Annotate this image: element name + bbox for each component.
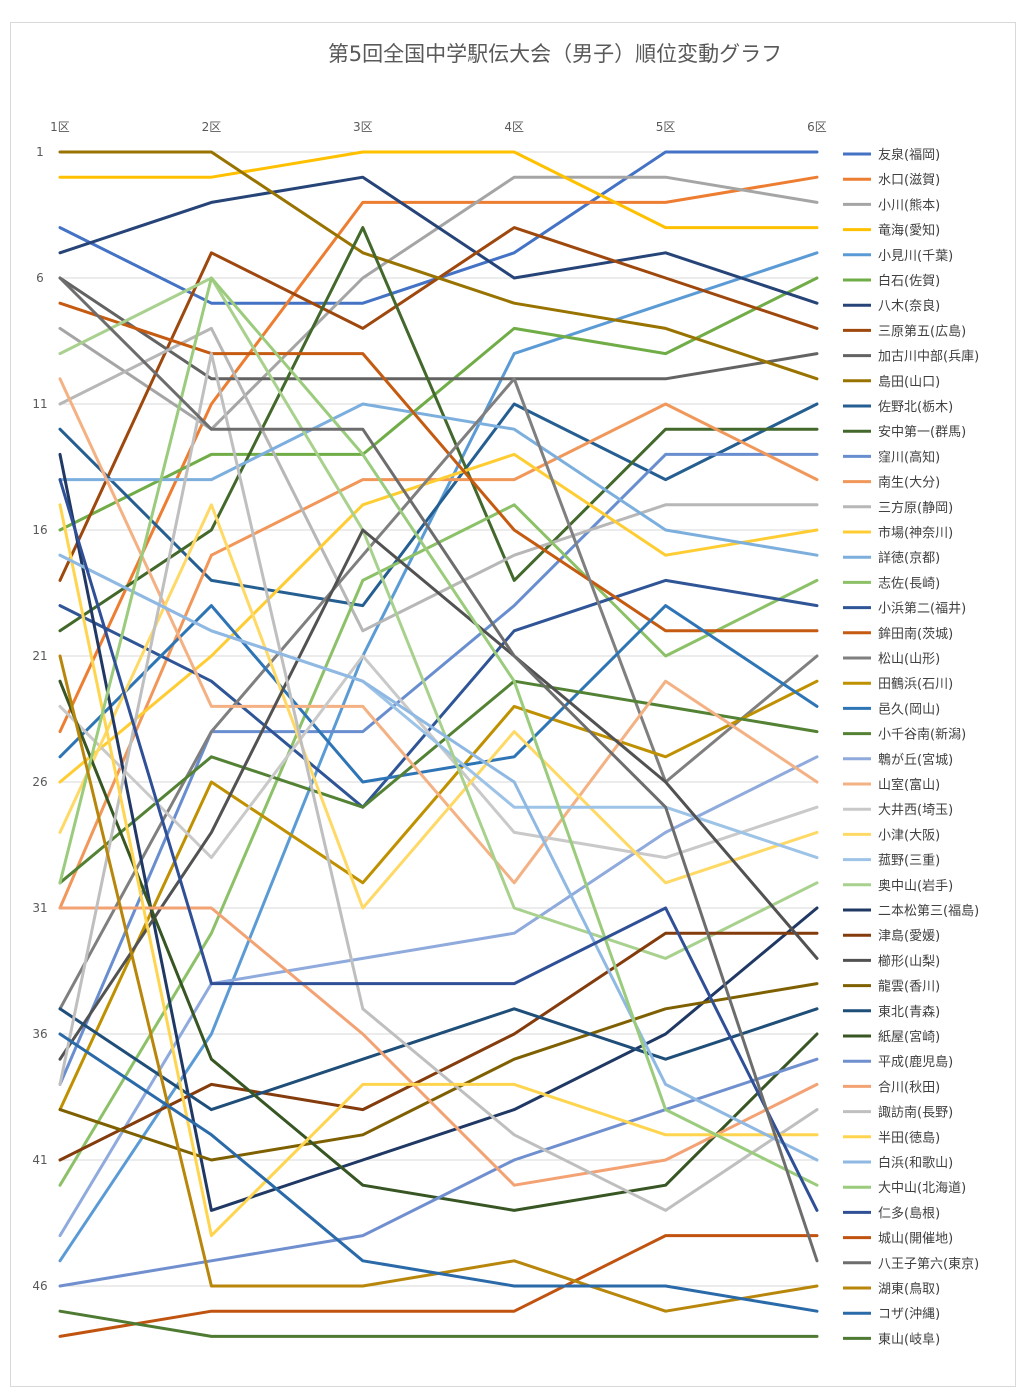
y-tick-label: 16 [32, 523, 47, 537]
series-line [58, 578, 819, 809]
legend-label: 三方原(静岡) [878, 500, 953, 516]
legend-label: 邑久(岡山) [878, 702, 940, 717]
series-line [58, 276, 819, 381]
series-line [58, 175, 819, 734]
series-line [58, 175, 819, 305]
series-line [58, 1007, 819, 1112]
legend-label: 鉾田南(茨城) [878, 626, 953, 642]
legend-label: 安中第一(群馬) [878, 425, 966, 440]
series-line [58, 906, 819, 1187]
legend-label: 大井西(埼玉) [878, 803, 953, 818]
y-tick-label: 36 [32, 1027, 47, 1041]
legend-label: 二本松第三(福島) [878, 904, 979, 919]
y-tick-label: 11 [32, 397, 47, 411]
legend-label: コザ(沖縄) [878, 1307, 940, 1322]
y-tick-label: 6 [36, 271, 44, 285]
legend-label: 菰野(三重) [878, 853, 940, 869]
series-line [58, 150, 819, 230]
series-line [58, 452, 819, 1086]
legend-label: 志佐(長崎) [878, 576, 940, 591]
legend-label: 加古川中部(兵庫) [878, 350, 979, 365]
x-tick-label: 4区 [504, 120, 524, 134]
y-tick-label: 26 [32, 775, 47, 789]
series-line [58, 276, 819, 960]
legend-label: 水口(滋賀) [878, 173, 940, 188]
series-line [58, 276, 819, 1187]
legend-label: 津島(愛媛) [878, 929, 940, 944]
series-line [58, 452, 819, 1212]
legend-label: 詳徳(京都) [878, 550, 940, 566]
series-line [58, 150, 819, 381]
legend-label: 東北(青森) [878, 1004, 940, 1020]
legend-label: 八王子第六(東京) [878, 1256, 979, 1272]
legend-label: 小津(大阪) [878, 828, 940, 843]
series-line [58, 1234, 819, 1338]
x-tick-label: 3区 [353, 120, 373, 134]
legend-label: 山室(富山) [878, 777, 940, 793]
legend-label: 白浜(和歌山) [878, 1155, 953, 1171]
y-tick-label: 41 [32, 1153, 47, 1167]
x-tick-label: 1区 [50, 120, 70, 134]
series-line [58, 276, 819, 1263]
legend-label: 竜海(愛知) [878, 223, 940, 239]
legend-label: 大中山(北海道) [878, 1181, 966, 1196]
legend-label: 奥中山(岩手) [878, 879, 953, 894]
legend-label: 龍雲(香川) [878, 979, 940, 995]
series-line [58, 553, 819, 1162]
series-line [58, 452, 819, 784]
legend-label: 友泉(福岡) [878, 147, 940, 163]
series-line [58, 352, 819, 1212]
series-line [58, 528, 819, 1061]
legend-label: 鵯が丘(宮城) [878, 752, 953, 768]
x-tick-label: 6区 [807, 120, 827, 134]
series-line [58, 503, 819, 1238]
x-tick-label: 5区 [656, 120, 676, 134]
y-tick-label: 1 [36, 145, 44, 159]
y-tick-label: 21 [32, 649, 47, 663]
series-line [58, 1032, 819, 1313]
legend-label: 島田(山口) [878, 375, 940, 390]
legend-label: 南生(大分) [878, 475, 940, 491]
y-tick-label: 46 [32, 1279, 47, 1293]
series-line [58, 503, 819, 910]
series-line [58, 478, 819, 1212]
series-line [58, 1057, 819, 1288]
legend-label: 田鶴浜(石川) [878, 676, 953, 692]
series-line [58, 226, 819, 633]
legend-label: 小川(熊本) [878, 197, 940, 213]
legend-label: 八木(奈良) [878, 298, 940, 314]
series-line [58, 604, 819, 784]
series-line [58, 982, 819, 1162]
series-line [58, 1309, 819, 1338]
legend-label: 湖東(鳥取) [878, 1281, 940, 1297]
legend-label: 諏訪南(長野) [878, 1105, 953, 1121]
legend-label: 松山(山形) [878, 652, 940, 667]
legend-label: 半田(徳島) [878, 1131, 940, 1146]
legend-label: 白石(佐賀) [878, 273, 940, 289]
legend-label: 東山(岐阜) [878, 1331, 940, 1347]
legend-label: 紙屋(宮崎) [878, 1029, 940, 1045]
series-line [58, 276, 819, 532]
legend-label: 仁多(島根) [878, 1205, 940, 1221]
series-line [58, 755, 819, 1238]
legend-label: 小千谷南(新潟) [878, 727, 966, 743]
series-line [58, 301, 819, 633]
legend-label: 平成(鹿児島) [878, 1054, 953, 1070]
legend-label: 小見川(千葉) [878, 249, 953, 264]
legend-label: 城山(開催地) [878, 1232, 953, 1247]
legend-label: 合川(秋田) [878, 1080, 940, 1095]
series-line [58, 377, 819, 885]
legend-label: 市場(神奈川) [878, 525, 953, 541]
series-line [58, 402, 819, 608]
chart-frame [10, 22, 1016, 1387]
x-tick-label: 2区 [202, 120, 222, 134]
legend-label: 窪川(高知) [878, 449, 940, 465]
chart-title: 第5回全国中学駅伝大会（男子）順位変動グラフ [327, 42, 783, 66]
y-tick-label: 31 [32, 901, 47, 915]
legend-label: 三原第五(広島) [878, 324, 966, 339]
legend-label: 佐野北(栃木) [878, 400, 953, 415]
legend-label: 小浜第二(福井) [878, 602, 966, 617]
legend-label: 櫛形(山梨) [878, 954, 940, 969]
